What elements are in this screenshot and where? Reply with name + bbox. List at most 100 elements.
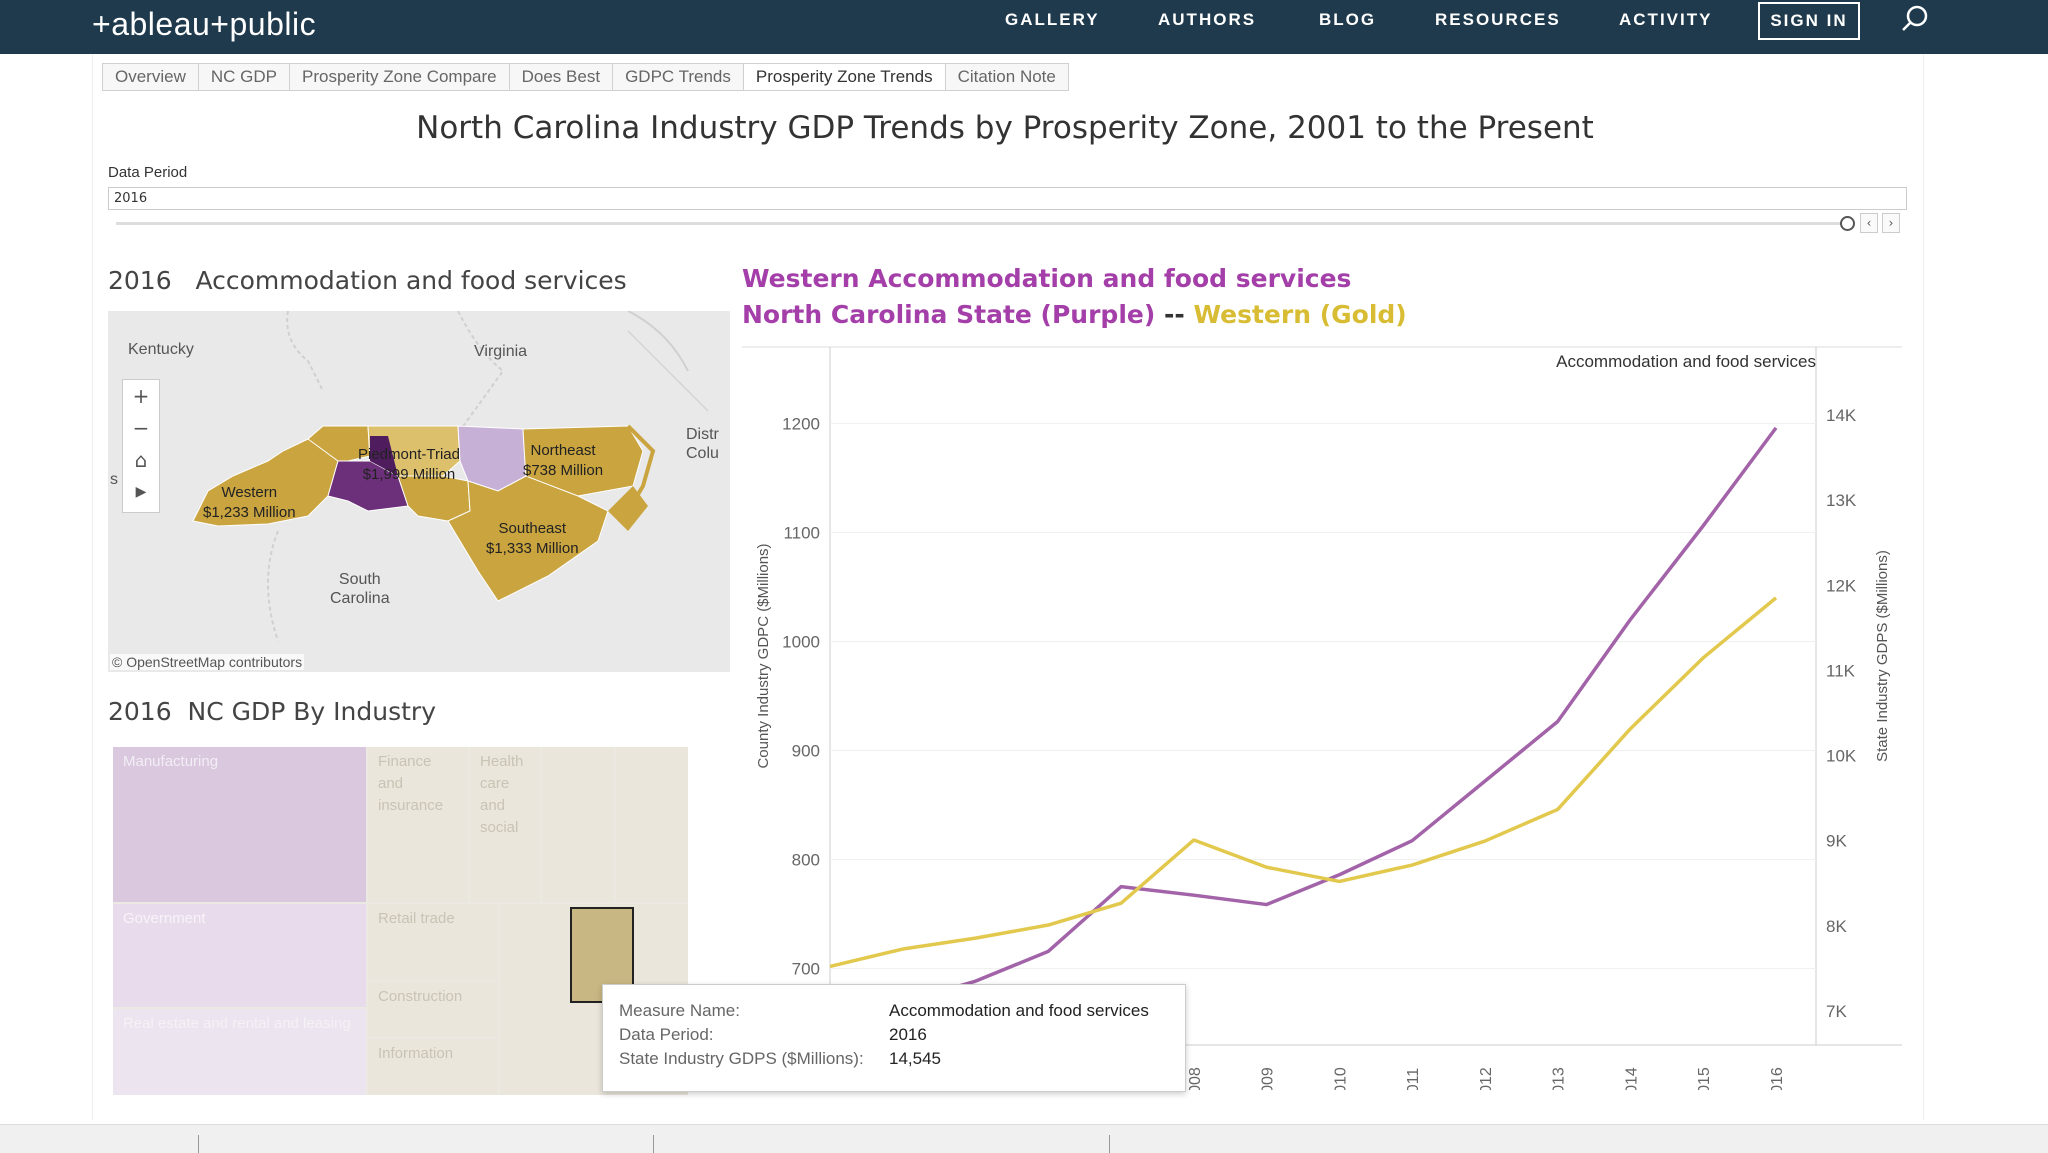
slider-next-button[interactable]: › [1882, 213, 1900, 233]
nav-blog[interactable]: BLOG [1319, 10, 1377, 29]
map-label-district: Distr Colu [686, 426, 719, 462]
zone-label-northeast: Northeast $738 Million [523, 441, 603, 481]
map-label-kentucky: Kentucky [128, 341, 194, 358]
left-tick-label: 700 [792, 960, 820, 979]
treemap-cell-other-2[interactable] [616, 747, 688, 902]
right-tick-label: 7K [1826, 1002, 1847, 1021]
x-tick-label: 2008 [1187, 1067, 1204, 1090]
search-icon[interactable] [1900, 4, 1930, 34]
data-period-value[interactable]: 2016 [108, 187, 1907, 210]
left-tick-label: 1200 [782, 414, 820, 433]
x-tick-label: 2015 [1696, 1067, 1713, 1090]
chart-annotation: Accommodation and food services [1556, 352, 1816, 371]
nav-authors[interactable]: AUTHORS [1158, 10, 1257, 29]
industry-treemap[interactable]: Manufacturing Government Real estate and… [113, 747, 688, 1095]
zone-label-southeast: Southeast $1,333 Million [486, 519, 579, 559]
tab-does-best[interactable]: Does Best [508, 63, 613, 91]
nav-activity[interactable]: ACTIVITY [1619, 10, 1713, 29]
trend-line-chart[interactable]: 700 800 900 1000 1100 1200 7K 8K 9K 10K 11K 12K 13K 1… [742, 345, 1902, 1090]
tab-overview[interactable]: Overview [102, 63, 198, 91]
left-tick-label: 1000 [782, 632, 820, 651]
play-icon[interactable]: ▶ [135, 484, 147, 500]
tooltip-value-gdps: 14,545 [889, 1049, 941, 1068]
zoom-in-icon[interactable]: + [132, 384, 150, 408]
data-period-label: Data Period [108, 164, 188, 181]
treemap-title-year: 2016 [108, 697, 172, 726]
chart-subtitle-zone: Western (Gold) [1193, 300, 1407, 329]
right-tick-label: 12K [1826, 576, 1857, 595]
zone-southeast [447, 475, 609, 602]
zone-label-western: Western $1,233 Million [203, 483, 296, 523]
nav-resources[interactable]: RESOURCES [1435, 10, 1561, 29]
slider-thumb[interactable] [1840, 216, 1855, 231]
sign-in-button[interactable]: SIGN IN [1758, 2, 1860, 40]
bottom-toolbar [0, 1124, 2048, 1153]
treemap-cell-manufacturing[interactable]: Manufacturing [113, 747, 366, 902]
map-controls: + − ⌂ ▶ [122, 379, 160, 513]
map-attribution[interactable]: © OpenStreetMap contributors [110, 654, 305, 670]
zone-name-northeast: Northeast [530, 442, 596, 459]
treemap-cell-real-estate[interactable]: Real estate and rental and leasing [113, 1009, 366, 1095]
zone-value-western: $1,233 Million [203, 504, 296, 521]
nav-gallery[interactable]: GALLERY [1005, 10, 1100, 29]
tooltip-key-gdps: State Industry GDPS ($Millions): [619, 1049, 864, 1068]
data-period-slider[interactable] [116, 222, 1846, 225]
right-axis-title: State Industry GDPS ($Millions) [1874, 550, 1891, 762]
map-label-edge: s [110, 471, 118, 488]
zoom-out-icon[interactable]: − [132, 416, 150, 440]
x-tick-label: 2010 [1332, 1067, 1349, 1090]
treemap-cell-information[interactable]: Information [368, 1039, 498, 1095]
toolbar-divider [1109, 1135, 1110, 1153]
series-line-zone [829, 596, 1778, 969]
map-label-virginia: Virginia [474, 343, 528, 360]
map-label-south-carolina: South Carolina [330, 571, 390, 607]
map-shapes [192, 311, 709, 642]
zone-name-piedmont-triad: Piedmont-Triad [358, 446, 460, 463]
treemap-cell-construction[interactable]: Construction [368, 982, 498, 1037]
chart-title: Western Accommodation and food services [742, 264, 1352, 293]
zone-name-southeast: Southeast [498, 520, 567, 537]
zone-name-western: Western [221, 484, 278, 501]
tab-prosperity-zone-trends[interactable]: Prosperity Zone Trends [742, 63, 945, 91]
treemap-cell-finance[interactable]: Finance and insurance [368, 747, 468, 902]
home-icon[interactable]: ⌂ [134, 448, 148, 472]
right-tick-label: 10K [1826, 747, 1857, 766]
tab-prosperity-zone-compare[interactable]: Prosperity Zone Compare [288, 63, 509, 91]
series-line-state [829, 426, 1778, 1019]
chart-tooltip: Measure Name: Accommodation and food serv… [602, 984, 1186, 1092]
tooltip-key-measure: Measure Name: [619, 1001, 740, 1020]
right-tick-label: 8K [1826, 917, 1847, 936]
x-tick-label: 2009 [1260, 1067, 1277, 1090]
tab-gdpc-trends[interactable]: GDPC Trends [612, 63, 743, 91]
treemap-cell-other-1[interactable] [542, 747, 614, 902]
tableau-public-logo[interactable]: +ableau+public [92, 6, 317, 42]
tooltip-value-measure: Accommodation and food services [889, 1001, 1149, 1020]
toolbar-divider [653, 1135, 654, 1153]
nc-zone-map[interactable]: Kentucky Virginia Distr Colu South Carol… [108, 311, 730, 672]
treemap-cell-health[interactable]: Health care and social [470, 747, 540, 902]
slider-prev-button[interactable]: ‹ [1860, 213, 1878, 233]
top-nav-bar: +ableau+public GALLERY AUTHORS BLOG RESO… [0, 0, 2048, 54]
map-title: 2016 Accommodation and food services [108, 266, 627, 295]
left-tick-label: 900 [792, 742, 820, 761]
tab-nc-gdp[interactable]: NC GDP [197, 63, 289, 91]
x-tick-label: 2012 [1478, 1067, 1495, 1090]
treemap-title: 2016 NC GDP By Industry [108, 697, 436, 726]
zone-label-piedmont-triad: Piedmont-Triad $1,999 Million [358, 445, 460, 485]
x-tick-label: 2011 [1405, 1068, 1422, 1090]
treemap-cell-retail[interactable]: Retail trade [368, 904, 498, 980]
right-tick-label: 11K [1826, 661, 1856, 680]
dashboard-title: North Carolina Industry GDP Trends by Pr… [416, 110, 1594, 146]
tab-citation-note[interactable]: Citation Note [944, 63, 1069, 91]
tooltip-value-period: 2016 [889, 1025, 927, 1044]
treemap-cell-government[interactable]: Government [113, 904, 366, 1007]
x-tick-label: 2016 [1769, 1067, 1786, 1090]
dashboard-tabs: Overview NC GDP Prosperity Zone Compare … [102, 63, 1069, 91]
chart-subtitle-sep: -- [1155, 300, 1194, 329]
chart-subtitle: North Carolina State (Purple) -- Western… [742, 300, 1407, 329]
left-tick-label: 800 [792, 851, 820, 870]
zone-value-northeast: $738 Million [523, 462, 604, 479]
tooltip-key-period: Data Period: [619, 1025, 714, 1044]
zone-value-piedmont-triad: $1,999 Million [362, 466, 456, 483]
toolbar-divider [198, 1135, 199, 1153]
